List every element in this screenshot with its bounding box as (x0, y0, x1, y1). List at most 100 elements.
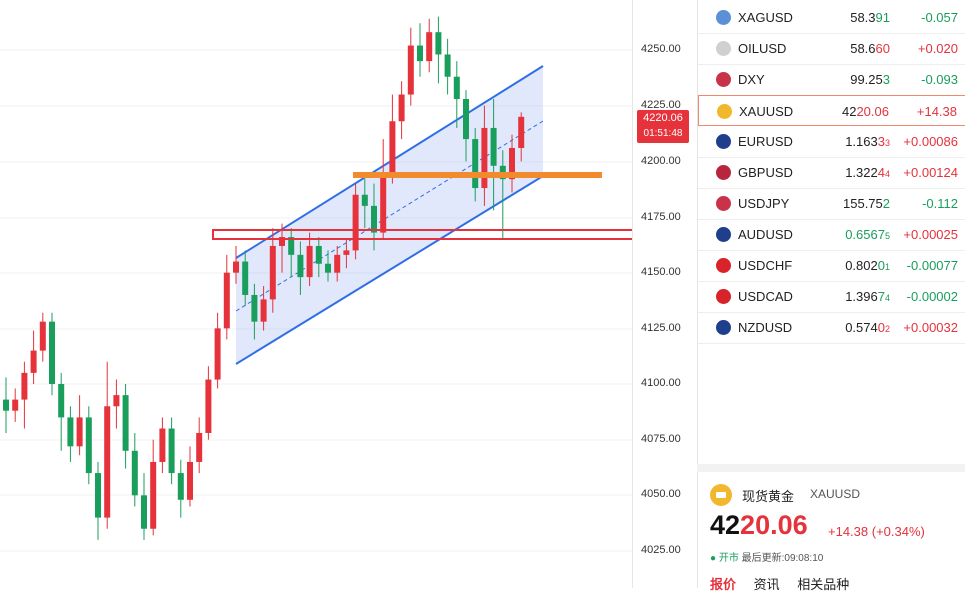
symbol-label: XAUUSD (739, 104, 794, 119)
candle-body (334, 254, 341, 273)
gold-icon (717, 104, 732, 119)
watchlist-row-xauusd[interactable]: XAUUSD 4220.06 +14.38 (698, 95, 965, 126)
uk-flag-icon (716, 165, 731, 180)
candle-body (407, 45, 414, 95)
price-axis-tick: 4250.00 (641, 43, 681, 55)
change-label: -0.057 (921, 10, 958, 25)
watchlist-row-usdcad[interactable]: USDCAD 1.39674 -0.00002 (698, 281, 965, 313)
watchlist-row-nzdusd[interactable]: NZDUSD 0.57402 +0.00032 (698, 312, 965, 344)
price-axis-tick: 4200.00 (641, 155, 681, 167)
candle-body (85, 417, 92, 474)
candle-body (435, 32, 442, 55)
candle-body (21, 372, 28, 400)
price-label: 0.57402 (845, 320, 890, 335)
change-label: -0.00077 (906, 258, 958, 273)
change-label: +14.38 (916, 104, 957, 119)
change-label: +0.00124 (903, 165, 958, 180)
candle-body (371, 205, 377, 233)
candle-body (214, 328, 221, 380)
candle-body (3, 399, 9, 411)
candlestick-chart[interactable] (0, 0, 665, 588)
price-label: 0.80201 (845, 258, 890, 273)
tab-quote[interactable]: 报价 (710, 577, 737, 592)
candle-body (113, 395, 120, 407)
nz-flag-icon (716, 320, 731, 335)
symbol-label: NZDUSD (738, 320, 793, 335)
eu-flag-icon (716, 134, 731, 149)
change-label: +0.00086 (903, 134, 958, 149)
candle-body (453, 76, 460, 99)
candle-body (509, 147, 515, 180)
channel-fill (236, 66, 543, 364)
change-label: -0.00002 (906, 289, 958, 304)
watchlist-row-oilusd[interactable]: OILUSD 58.660 +0.020 (698, 33, 965, 65)
big-price: 4220.06 (710, 510, 808, 541)
price-axis-tick: 4050.00 (641, 488, 681, 500)
change-label: -0.093 (921, 72, 958, 87)
price-label: 99.253 (850, 72, 890, 87)
price-axis-tick: 4150.00 (641, 266, 681, 278)
candle-body (279, 237, 285, 246)
candle-body (380, 172, 387, 233)
candle-body (398, 94, 405, 122)
candle-body (343, 250, 350, 255)
bar-countdown: 01:51:48 (643, 128, 683, 139)
watchlist-row-eurusd[interactable]: EURUSD 1.16333 +0.00086 (698, 126, 965, 158)
price-label: 1.39674 (845, 289, 890, 304)
price-label: 1.32244 (845, 165, 890, 180)
symbol-label: DXY (738, 72, 765, 87)
watchlist-row-dxy[interactable]: DXY 99.253 -0.093 (698, 64, 965, 96)
candle-body (389, 121, 396, 173)
price-label: 0.65675 (845, 227, 890, 242)
candle-body (196, 432, 203, 462)
au-flag-icon (716, 227, 731, 242)
watchlist-row-xagusd[interactable]: XAGUSD 58.391 -0.057 (698, 2, 965, 34)
watchlist-row-audusd[interactable]: AUDUSD 0.65675 +0.00025 (698, 219, 965, 251)
symbol-label: USDJPY (738, 196, 790, 211)
candle-body (122, 395, 129, 451)
candle-body (426, 32, 433, 62)
candle-body (104, 406, 111, 518)
candle-body (67, 417, 74, 447)
candle-body (39, 321, 46, 351)
symbol-label: XAGUSD (738, 10, 793, 25)
price-label: 155.752 (843, 196, 890, 211)
symbol-label: OILUSD (738, 41, 787, 56)
candle-body (242, 261, 249, 295)
chart-canvas[interactable] (0, 0, 665, 588)
candle-body (251, 294, 258, 322)
candle-body (472, 139, 479, 189)
last-updated: 最后更新:09:08:10 (741, 553, 824, 564)
ch-flag-icon (716, 258, 731, 273)
tab-related[interactable]: 相关品种 (797, 577, 850, 592)
price-label: 58.391 (850, 10, 890, 25)
ca-flag-icon (716, 289, 731, 304)
candle-body (352, 194, 359, 251)
price-axis-tick: 4025.00 (641, 544, 681, 556)
big-price-int: 42 (710, 510, 741, 540)
candle-body (288, 237, 295, 255)
watchlist-row-usdjpy[interactable]: USDJPY 155.752 -0.112 (698, 188, 965, 220)
candle-body (12, 399, 19, 411)
instrument-code: XAUUSD (810, 487, 861, 501)
price-change: +14.38 (+0.34%) (828, 524, 925, 539)
tab-news[interactable]: 资讯 (753, 577, 780, 592)
candle-body (490, 127, 497, 166)
candle-body (58, 384, 65, 418)
price-label: 58.660 (850, 41, 890, 56)
panel-divider (697, 464, 965, 472)
candle-body (315, 245, 322, 264)
candle-body (205, 379, 212, 433)
market-status: ● 开市 最后更新:09:08:10 (710, 553, 824, 564)
candle-body (444, 54, 451, 77)
watchlist-row-usdchf[interactable]: USDCHF 0.80201 -0.00077 (698, 250, 965, 282)
gold-icon (710, 484, 732, 506)
candle-body (168, 428, 175, 474)
us-flag-icon (716, 196, 731, 211)
candle-body (141, 495, 147, 529)
candle-body (260, 299, 267, 322)
candle-body (463, 98, 469, 140)
watchlist-row-gbpusd[interactable]: GBPUSD 1.32244 +0.00124 (698, 157, 965, 189)
symbol-label: EURUSD (738, 134, 793, 149)
price-axis-tick: 4225.00 (641, 99, 681, 111)
